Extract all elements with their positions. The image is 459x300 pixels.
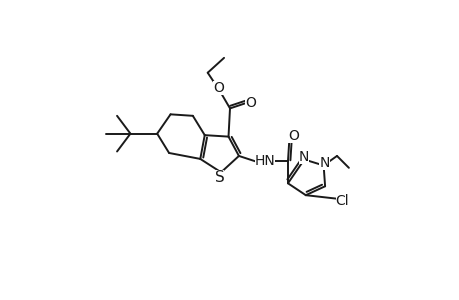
Text: O: O (213, 81, 224, 94)
Text: O: O (288, 129, 299, 143)
Text: O: O (245, 96, 256, 110)
Text: HN: HN (254, 154, 275, 168)
Text: S: S (214, 170, 224, 185)
Text: N: N (319, 156, 329, 170)
Text: Cl: Cl (335, 194, 348, 208)
Text: N: N (298, 150, 308, 164)
